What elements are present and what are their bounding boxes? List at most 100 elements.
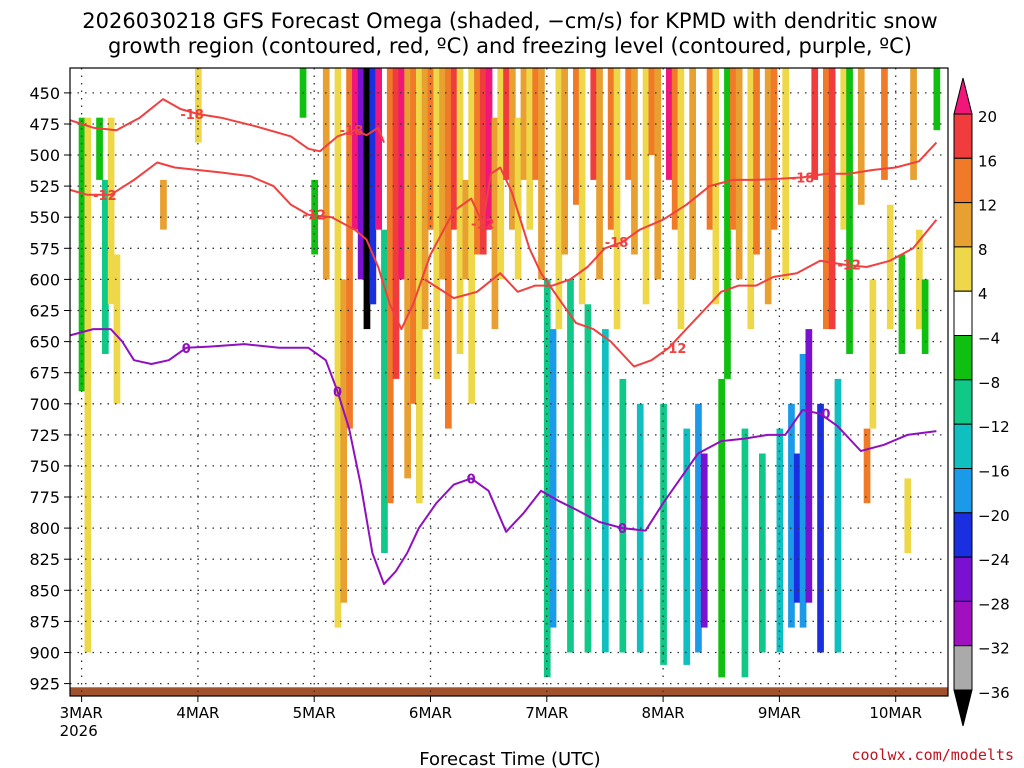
- omega-cell-64: [642, 68, 650, 305]
- omega-cell-27: [427, 68, 435, 230]
- omega-cell-73: [695, 403, 702, 653]
- y-tick-label-575: 575: [29, 239, 60, 258]
- colorbar-bottom-arrow: [953, 689, 973, 727]
- contour-line-1: [69, 161, 938, 368]
- x-tick-label-0: 3MAR: [60, 704, 103, 722]
- omega-cell-23: [404, 68, 411, 479]
- y-tick-label-550: 550: [29, 208, 60, 227]
- omega-cell-66: [654, 68, 662, 280]
- omega-cell-50: [561, 68, 568, 255]
- colorbar-label-6: −8: [978, 374, 1000, 392]
- omega-cell-2: [96, 117, 103, 180]
- x-tick-sublabel-0: 2026: [60, 722, 98, 740]
- omega-cell-75: [706, 68, 714, 230]
- y-tick-label-775: 775: [29, 488, 60, 507]
- omega-cell-95: [823, 68, 830, 330]
- x-tick-label-7: 10MAR: [869, 704, 922, 722]
- omega-cell-65: [648, 68, 656, 155]
- chart-title-line-1: 2026030218 GFS Forecast Omega (shaded, −…: [82, 9, 937, 33]
- omega-cell-7: [195, 68, 202, 143]
- colorbar-swatch-11: [953, 556, 973, 602]
- colorbar-swatch-7: [953, 379, 973, 425]
- omega-cell-37: [485, 68, 493, 230]
- colorbar-swatch-6: [953, 335, 973, 381]
- omega-cell-82: [747, 68, 755, 330]
- y-tick-label-900: 900: [29, 644, 60, 663]
- contour-label-3-3: 0: [618, 522, 627, 537]
- omega-cell-100: [857, 68, 865, 205]
- contour-label-0-1: -18: [340, 124, 364, 139]
- contour-label-1-3: -12: [663, 342, 687, 357]
- ground-band: [70, 687, 948, 696]
- omega-cell-92: [805, 329, 813, 603]
- omega-cell-80: [735, 68, 743, 280]
- omega-cell-70: [677, 68, 685, 330]
- omega-cell-11: [334, 68, 342, 628]
- omega-cell-5: [113, 254, 121, 404]
- omega-cell-34: [468, 68, 475, 404]
- chart-title-line-2: growth region (contoured, red, ºC) and f…: [108, 34, 912, 58]
- colorbar-swatch-13: [953, 645, 973, 691]
- colorbar: 20 16 12 8 4 −4 −8 −12 −16 −20 −24 −28 −32 −36: [953, 77, 1010, 727]
- plot-area: -18 -18 -12 -12 -12 -12 -12 -18 -18 0 0 0 0 0: [69, 67, 949, 697]
- colorbar-label-4: 4: [978, 285, 988, 303]
- colorbar-label-11: −28: [978, 595, 1010, 613]
- contour-line-0: [69, 98, 385, 153]
- omega-cell-29: [439, 68, 446, 280]
- omega-cell-90: [793, 453, 801, 603]
- omega-cell-48: [549, 329, 557, 628]
- omega-cell-59: [613, 68, 621, 330]
- contour-label-3-2: 0: [467, 472, 476, 487]
- omega-cell-17: [369, 68, 377, 305]
- omega-cell-6: [160, 179, 167, 230]
- omega-cell-88: [782, 68, 789, 280]
- omega-cell-58: [607, 68, 615, 230]
- omega-cell-10: [322, 68, 330, 280]
- y-tick-label-500: 500: [29, 146, 60, 165]
- omega-cell-22: [398, 68, 406, 280]
- y-tick-label-625: 625: [29, 302, 60, 321]
- y-tick-label-925: 925: [29, 675, 60, 694]
- contour-label-1-2: -12: [471, 217, 495, 232]
- omega-cell-78: [724, 68, 731, 379]
- omega-cell-26: [421, 68, 429, 330]
- colorbar-swatch-4: [953, 246, 973, 292]
- x-tick-label-5: 8MAR: [642, 704, 685, 722]
- y-tick-label-650: 650: [29, 333, 60, 352]
- colorbar-swatch-9: [953, 468, 973, 514]
- omega-cell-89: [788, 403, 795, 628]
- omega-cell-1: [84, 117, 92, 653]
- omega-cell-18: [375, 68, 382, 230]
- omega-cell-54: [584, 304, 592, 653]
- colorbar-swatch-3: [953, 202, 973, 248]
- omega-cell-16: [363, 68, 371, 330]
- x-axis-label: Forecast Time (UTC): [419, 749, 600, 768]
- omega-cell-55: [590, 68, 598, 180]
- omega-cell-102: [869, 279, 877, 429]
- omega-cell-43: [520, 68, 528, 180]
- omega-cell-91: [799, 354, 807, 628]
- omega-cell-19: [381, 229, 388, 553]
- omega-cell-44: [526, 68, 534, 230]
- y-axis-ticks: 450 475 500 525 550 575 600 625 650 675 700 725 750 7…: [29, 84, 70, 694]
- y-tick-label-825: 825: [29, 550, 60, 569]
- contour-label-1-0: -12: [93, 189, 117, 204]
- colorbar-swatch-8: [953, 423, 973, 470]
- omega-cell-93: [811, 68, 819, 180]
- omega-cell-38: [491, 117, 499, 330]
- omega-cell-79: [730, 68, 737, 230]
- omega-cell-42: [514, 117, 522, 280]
- omega-cell-101: [863, 428, 871, 504]
- omega-cell-99: [846, 68, 853, 354]
- y-tick-label-600: 600: [29, 270, 60, 289]
- x-tick-label-3: 6MAR: [409, 704, 452, 722]
- omega-cell-47: [543, 279, 551, 678]
- contour-label-1-4: -12: [837, 259, 861, 274]
- x-tick-label-1: 4MAR: [176, 704, 219, 722]
- omega-cell-36: [479, 68, 487, 255]
- omega-cell-98: [840, 68, 848, 230]
- y-tick-label-800: 800: [29, 519, 60, 538]
- omega-cell-9: [311, 179, 318, 255]
- omega-cell-109: [921, 279, 929, 354]
